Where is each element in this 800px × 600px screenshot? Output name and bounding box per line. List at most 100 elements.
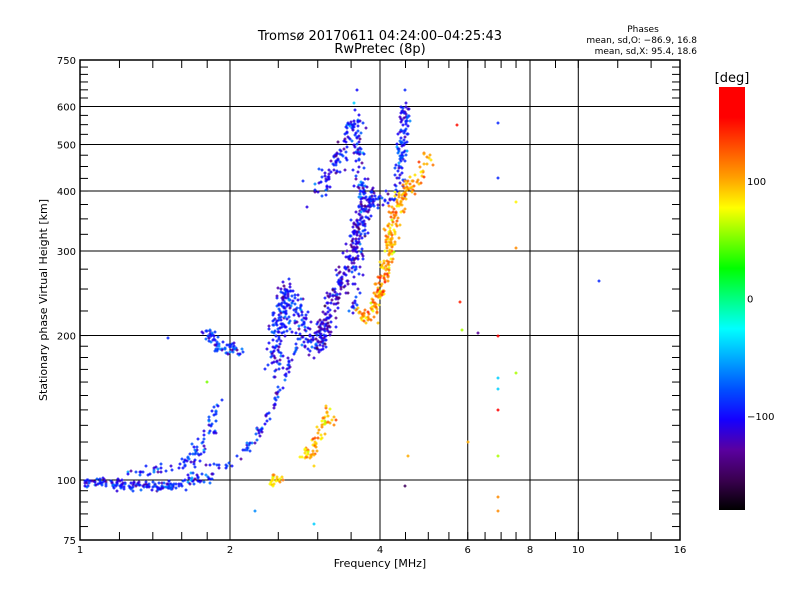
- data-point: [496, 509, 500, 513]
- data-point: [226, 352, 230, 356]
- data-point: [324, 188, 328, 192]
- data-point: [383, 198, 387, 202]
- data-point: [193, 458, 197, 462]
- data-point: [319, 335, 323, 339]
- colorbar-label: [deg]: [715, 71, 750, 86]
- data-point: [91, 479, 95, 483]
- data-point: [266, 363, 270, 367]
- data-point: [136, 481, 140, 485]
- data-point: [275, 323, 279, 327]
- data-point: [345, 158, 349, 162]
- data-point: [399, 136, 403, 140]
- data-point: [324, 179, 328, 183]
- data-point: [387, 204, 391, 208]
- data-point: [419, 170, 423, 174]
- data-point: [369, 214, 373, 218]
- data-point: [111, 483, 115, 487]
- data-point: [230, 464, 234, 468]
- data-point: [304, 455, 308, 459]
- data-point: [278, 342, 282, 346]
- data-point: [358, 234, 362, 238]
- data-point: [356, 257, 360, 261]
- data-point: [352, 122, 356, 126]
- data-point: [358, 242, 362, 246]
- data-point: [267, 341, 271, 345]
- data-point: [458, 300, 462, 304]
- data-point: [287, 315, 291, 319]
- data-point: [273, 356, 277, 360]
- data-point: [215, 349, 219, 353]
- data-point: [370, 305, 374, 309]
- data-point: [287, 277, 291, 281]
- data-point: [408, 182, 412, 186]
- data-point: [323, 342, 327, 346]
- data-point: [348, 234, 352, 238]
- data-point: [402, 129, 406, 133]
- legend-line-x: mean, sd,X: 95.4, 18.6: [595, 47, 698, 57]
- data-point: [204, 473, 208, 477]
- data-point: [187, 457, 191, 461]
- data-point: [170, 483, 174, 487]
- data-point: [406, 124, 410, 128]
- data-point: [397, 195, 401, 199]
- data-point: [313, 436, 317, 440]
- data-point: [98, 477, 102, 481]
- data-point: [186, 473, 190, 477]
- data-point: [231, 350, 235, 354]
- data-point: [374, 302, 378, 306]
- data-point: [391, 257, 395, 261]
- data-point: [281, 478, 285, 482]
- data-point: [334, 268, 338, 272]
- data-point: [328, 185, 332, 189]
- data-point: [364, 207, 368, 211]
- data-point: [232, 344, 236, 348]
- colorbar-tick-label: 0: [747, 295, 753, 306]
- colorbar: [719, 87, 745, 510]
- data-point: [344, 242, 348, 246]
- data-point: [372, 315, 376, 319]
- data-point: [357, 272, 361, 276]
- data-point: [357, 227, 361, 231]
- data-point: [324, 334, 328, 338]
- x-tick-label: 2: [227, 545, 233, 556]
- data-point: [343, 132, 347, 136]
- data-point: [220, 398, 224, 402]
- y-tick-label: 500: [57, 141, 76, 152]
- data-point: [317, 350, 321, 354]
- data-point: [278, 309, 282, 313]
- data-point: [390, 252, 394, 256]
- y-tick-label: 300: [57, 247, 76, 258]
- data-point: [320, 175, 324, 179]
- data-point: [326, 294, 330, 298]
- data-point: [344, 266, 348, 270]
- data-point: [295, 306, 299, 310]
- data-point: [302, 316, 306, 320]
- data-point: [280, 304, 284, 308]
- data-point: [358, 222, 362, 226]
- data-point: [346, 121, 350, 125]
- data-point: [341, 154, 345, 158]
- data-point: [319, 348, 323, 352]
- data-point: [398, 223, 402, 227]
- data-point: [405, 132, 409, 136]
- data-point: [355, 250, 359, 254]
- data-point: [392, 216, 396, 220]
- data-point: [308, 339, 312, 343]
- data-point: [286, 290, 290, 294]
- data-point: [400, 118, 404, 122]
- data-point: [379, 284, 383, 288]
- data-point: [343, 168, 347, 172]
- data-point: [308, 456, 312, 460]
- data-point: [279, 315, 283, 319]
- data-point: [164, 469, 168, 473]
- data-point: [283, 378, 287, 382]
- data-point: [334, 154, 338, 158]
- data-point: [316, 431, 320, 435]
- data-point: [288, 327, 292, 331]
- data-point: [354, 131, 358, 135]
- data-point: [276, 286, 280, 290]
- data-point: [333, 290, 337, 294]
- data-point: [200, 330, 204, 334]
- data-point: [359, 131, 363, 135]
- data-point: [352, 143, 356, 147]
